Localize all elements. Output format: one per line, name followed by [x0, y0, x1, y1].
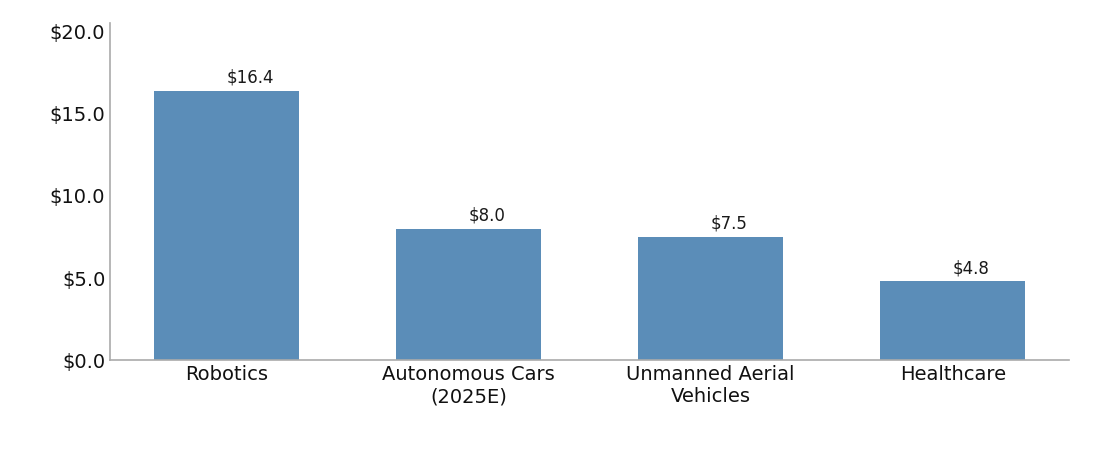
Bar: [638, 237, 784, 360]
Bar: [396, 229, 541, 360]
Bar: [880, 281, 1025, 360]
Text: $16.4: $16.4: [226, 68, 274, 86]
Text: $8.0: $8.0: [468, 207, 506, 225]
Text: $4.8: $4.8: [953, 259, 990, 277]
Text: $7.5: $7.5: [711, 215, 747, 233]
Bar: [154, 91, 299, 360]
